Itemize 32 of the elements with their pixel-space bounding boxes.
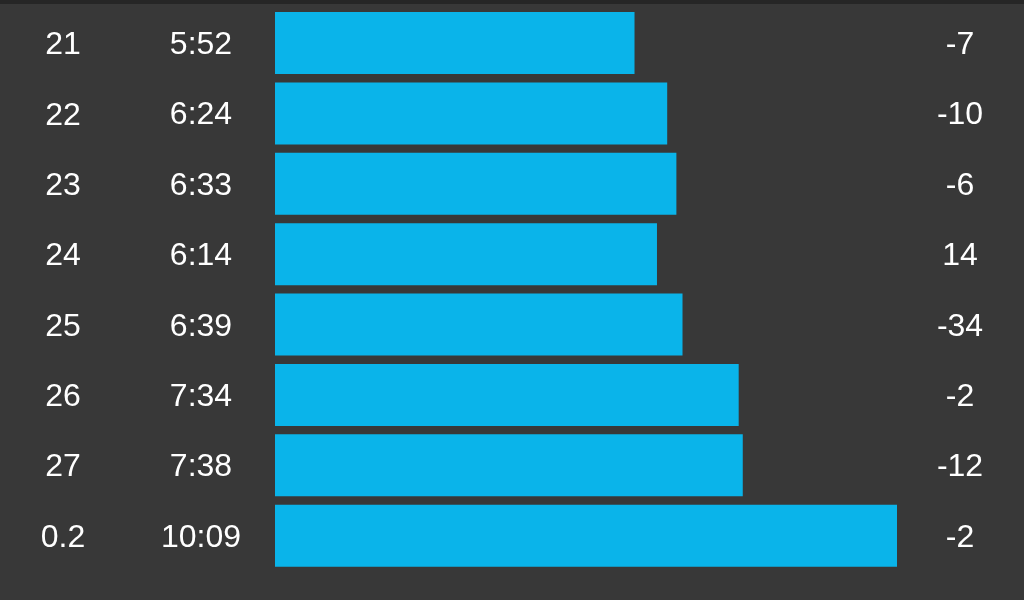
- bar: [275, 504, 897, 567]
- y-tick-label: 26: [45, 377, 81, 414]
- text: -34: [936, 306, 984, 343]
- data-label: 6:39: [169, 306, 233, 343]
- data-label: 7:38: [169, 447, 233, 484]
- bar: [275, 293, 683, 356]
- data-label: 10:09: [160, 517, 242, 554]
- data-label: 7:34: [169, 376, 233, 413]
- text: -2: [945, 517, 975, 554]
- text: -2: [945, 376, 975, 413]
- y-tick-label: 27: [45, 447, 81, 484]
- data-label: 5:52: [169, 25, 233, 61]
- text: -10: [936, 95, 984, 132]
- text: -6: [945, 165, 975, 202]
- bar: [275, 82, 668, 145]
- text: -12: [936, 447, 984, 484]
- y-tick-label: 25: [45, 306, 81, 343]
- data-label: 6:14: [169, 236, 233, 273]
- text: 14: [942, 236, 978, 273]
- bar: [275, 223, 657, 286]
- y-tick-label: 24: [45, 236, 81, 273]
- text: -7: [945, 25, 975, 61]
- bar: [275, 12, 635, 74]
- bar: [275, 152, 677, 215]
- y-tick-label: 22: [45, 95, 81, 132]
- y-tick-label: 0.2: [40, 517, 86, 554]
- y-tick-label: 23: [45, 165, 81, 202]
- y-tick-label: 21: [45, 25, 81, 62]
- data-label: 6:33: [169, 165, 233, 202]
- bar: [275, 363, 739, 426]
- bar: [275, 434, 743, 497]
- data-label: 6:24: [169, 95, 233, 132]
